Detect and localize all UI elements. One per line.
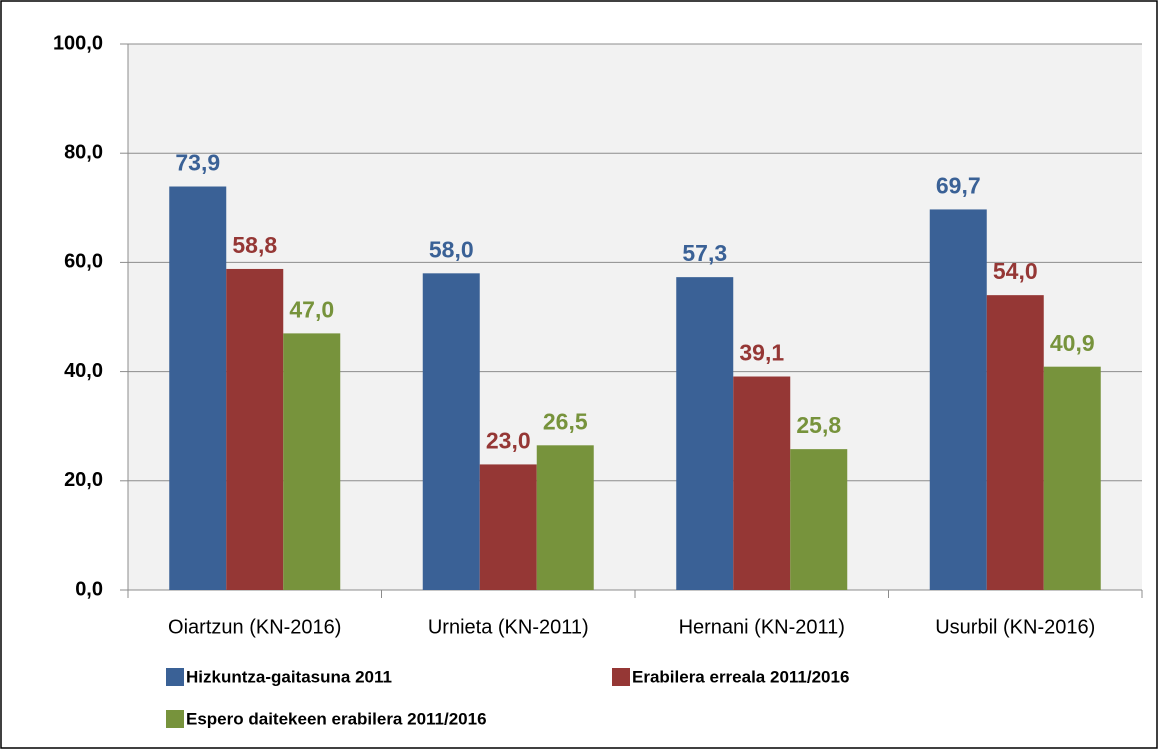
y-tick-label: 80,0 [64, 141, 103, 163]
bar [733, 376, 791, 590]
y-tick-label: 100,0 [53, 32, 103, 54]
x-tick-label: Hernani (KN-2011) [679, 616, 845, 638]
bar [226, 268, 284, 590]
bar [169, 186, 227, 591]
x-tick-label: Usurbil (KN-2016) [935, 616, 1095, 638]
data-label: 54,0 [993, 258, 1038, 284]
legend-swatch [166, 710, 184, 728]
x-tick-label: Oiartzun (KN-2016) [168, 616, 341, 638]
data-label: 23,0 [486, 427, 531, 453]
y-tick-label: 0,0 [75, 578, 103, 600]
x-tick-label: Urnieta (KN-2011) [428, 616, 589, 638]
data-label: 39,1 [739, 340, 784, 366]
bar [929, 209, 987, 591]
bar [1043, 366, 1101, 590]
data-label: 58,8 [232, 232, 277, 258]
bar [676, 277, 734, 590]
bar [283, 333, 341, 590]
legend-label: Hizkuntza-gaitasuna 2011 [186, 667, 392, 686]
legend-swatch [612, 668, 630, 686]
legend-swatch [166, 668, 184, 686]
data-label: 73,9 [175, 150, 220, 176]
bar [536, 445, 594, 590]
bar [986, 295, 1044, 590]
y-tick-label: 60,0 [64, 251, 103, 273]
data-label: 25,8 [796, 412, 841, 438]
data-label: 47,0 [289, 296, 334, 322]
data-label: 26,5 [543, 408, 588, 434]
bar [479, 464, 537, 590]
bar [422, 273, 480, 590]
legend-label: Espero daitekeen erabilera 2011/2016 [186, 709, 487, 728]
legend-label: Erabilera erreala 2011/2016 [632, 667, 849, 686]
y-tick-label: 20,0 [64, 469, 103, 491]
data-label: 57,3 [682, 240, 727, 266]
y-tick-label: 40,0 [64, 360, 103, 382]
data-label: 40,9 [1050, 330, 1095, 356]
data-label: 58,0 [429, 236, 474, 262]
bar [790, 449, 848, 590]
data-label: 69,7 [936, 173, 981, 199]
